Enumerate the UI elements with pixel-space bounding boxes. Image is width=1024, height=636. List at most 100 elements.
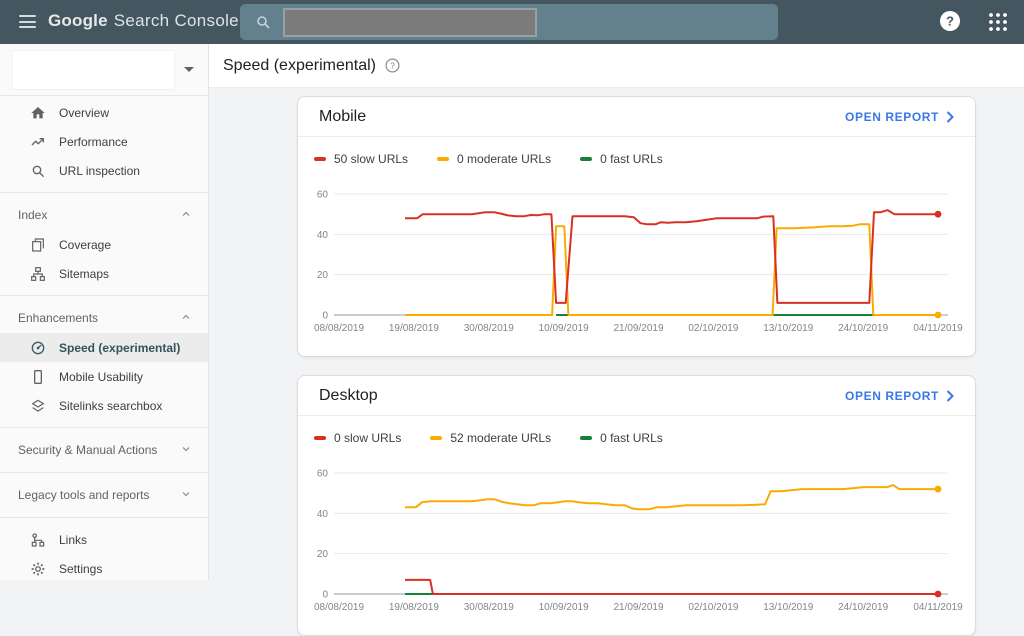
legend-label: 0 moderate URLs: [457, 152, 552, 166]
chart-legend: 50 slow URLs 0 moderate URLs 0 fast URLs: [298, 137, 975, 166]
search-icon: [30, 163, 46, 179]
sitemaps-icon: [30, 266, 46, 282]
main-content: Speed (experimental) ? Mobile OPEN REPORT…: [209, 44, 1024, 636]
desktop-card: Desktop OPEN REPORT 0 slow URLs 52 moderate…: [297, 375, 976, 636]
sidebar-item-performance[interactable]: Performance: [0, 127, 208, 156]
svg-text:04/11/2019: 04/11/2019: [913, 602, 963, 613]
sidebar-item-label: Overview: [59, 105, 110, 120]
sidebar-section-enhancements[interactable]: Enhancements: [0, 303, 208, 333]
card-header: Mobile OPEN REPORT: [298, 97, 975, 137]
sidebar-item-sitemaps[interactable]: Sitemaps: [0, 259, 208, 288]
apps-grid-icon[interactable]: [988, 12, 1008, 32]
app-logo: Google Search Console: [48, 11, 239, 31]
sidebar-section-security-manual-actions[interactable]: Security & Manual Actions: [0, 435, 208, 465]
report-cards: Mobile OPEN REPORT 50 slow URLs 0 moderate …: [297, 96, 976, 636]
open-report-label: OPEN REPORT: [845, 388, 939, 403]
mobile-chart[interactable]: 0 20 40 60 08/08/2019 19/08/2019 30/08/2019 10/…: [298, 177, 977, 355]
sidebar-divider: [0, 295, 208, 296]
property-selector[interactable]: [12, 50, 175, 90]
svg-text:19/08/2019: 19/08/2019: [389, 602, 439, 613]
svg-text:20: 20: [317, 549, 329, 560]
sidebar-section-legacy-tools-and-reports[interactable]: Legacy tools and reports: [0, 480, 208, 510]
search-input[interactable]: [240, 4, 778, 40]
logo-search-console: Search Console: [113, 11, 239, 30]
sidebar-divider: [0, 517, 208, 518]
legend-item: 52 moderate URLs: [430, 431, 551, 445]
hamburger-menu-icon[interactable]: [19, 15, 36, 28]
svg-text:10/09/2019: 10/09/2019: [539, 602, 589, 613]
svg-text:20: 20: [317, 270, 329, 281]
coverage-icon: [30, 237, 46, 253]
svg-text:19/08/2019: 19/08/2019: [389, 323, 439, 334]
svg-text:02/10/2019: 02/10/2019: [688, 323, 738, 334]
svg-text:?: ?: [946, 14, 954, 29]
sidebar-nav: Overview Performance URL inspection Index Co…: [0, 96, 208, 583]
svg-text:40: 40: [317, 509, 329, 520]
open-report-link[interactable]: OPEN REPORT: [845, 389, 954, 403]
svg-text:0: 0: [322, 311, 328, 322]
mobile-card: Mobile OPEN REPORT 50 slow URLs 0 moderate …: [297, 96, 976, 357]
svg-text:24/10/2019: 24/10/2019: [838, 323, 888, 334]
card-title: Desktop: [319, 386, 378, 404]
sidebar-item-label: Sitelinks searchbox: [59, 398, 163, 413]
sidebar-divider: [0, 472, 208, 473]
legend-label: 0 fast URLs: [600, 152, 663, 166]
legend-label: 0 slow URLs: [334, 431, 402, 445]
page-title: Speed (experimental): [223, 56, 376, 74]
legend-label: 50 slow URLs: [334, 152, 409, 166]
sidebar-item-links[interactable]: Links: [0, 525, 208, 554]
legend-dash-icon: [580, 436, 593, 440]
chart-legend: 0 slow URLs 52 moderate URLs 0 fast URLs: [298, 416, 975, 445]
sidebar-item-sitelinks-searchbox[interactable]: Sitelinks searchbox: [0, 391, 208, 420]
legend-dash-icon: [314, 436, 326, 440]
sidebar-item-coverage[interactable]: Coverage: [0, 230, 208, 259]
settings-icon: [30, 561, 46, 577]
links-icon: [30, 532, 46, 548]
svg-text:0: 0: [322, 590, 328, 601]
sidebar-item-label: Coverage: [59, 237, 112, 252]
svg-text:40: 40: [317, 230, 329, 241]
open-report-label: OPEN REPORT: [845, 109, 939, 124]
open-report-link[interactable]: OPEN REPORT: [845, 110, 954, 124]
page-title-help-icon[interactable]: ?: [385, 58, 400, 73]
legend-dash-icon: [580, 157, 593, 161]
chevron-right-icon: [946, 110, 954, 123]
svg-text:24/10/2019: 24/10/2019: [838, 602, 888, 613]
svg-text:60: 60: [317, 190, 329, 201]
svg-text:13/10/2019: 13/10/2019: [763, 323, 813, 334]
chevron-down-icon: [180, 488, 192, 503]
card-header: Desktop OPEN REPORT: [298, 376, 975, 416]
sidebar-item-label: Speed (experimental): [59, 340, 181, 355]
legend-item: 0 fast URLs: [580, 152, 663, 166]
svg-text:60: 60: [317, 469, 329, 480]
sidebar-divider: [0, 427, 208, 428]
legend-dash-icon: [430, 436, 443, 440]
home-icon: [30, 105, 46, 121]
sidebar-section-index[interactable]: Index: [0, 200, 208, 230]
speed-icon: [30, 340, 46, 356]
sidebar-item-label: Settings: [59, 561, 103, 576]
legend-item: 50 slow URLs: [314, 152, 408, 166]
performance-icon: [30, 134, 46, 150]
sidebar-item-mobile-usability[interactable]: Mobile Usability: [0, 362, 208, 391]
sidebar-item-label: Mobile Usability: [59, 369, 144, 384]
sidebar-item-url-inspection[interactable]: URL inspection: [0, 156, 208, 185]
chevron-down-icon: [180, 443, 192, 458]
chevron-right-icon: [946, 389, 954, 402]
legend-item: 0 moderate URLs: [437, 152, 551, 166]
section-label: Index: [18, 208, 48, 222]
svg-text:08/08/2019: 08/08/2019: [314, 323, 364, 334]
svg-text:30/08/2019: 30/08/2019: [464, 323, 514, 334]
svg-text:21/09/2019: 21/09/2019: [613, 323, 663, 334]
svg-text:10/09/2019: 10/09/2019: [539, 323, 589, 334]
sidebar-item-overview[interactable]: Overview: [0, 98, 208, 127]
svg-text:13/10/2019: 13/10/2019: [763, 602, 813, 613]
page-header: Speed (experimental) ?: [209, 44, 1024, 88]
sidebar-item-label: Performance: [59, 134, 128, 149]
help-icon[interactable]: ?: [939, 10, 961, 32]
sidebar-item-label: Sitemaps: [59, 266, 110, 281]
legend-label: 0 fast URLs: [600, 431, 663, 445]
sidebar-item-speed-experimental[interactable]: Speed (experimental): [0, 333, 208, 362]
desktop-chart[interactable]: 0 20 40 60 08/08/2019 19/08/2019 30/08/2019 10/…: [298, 456, 977, 634]
sidebar-item-settings[interactable]: Settings: [0, 554, 208, 583]
